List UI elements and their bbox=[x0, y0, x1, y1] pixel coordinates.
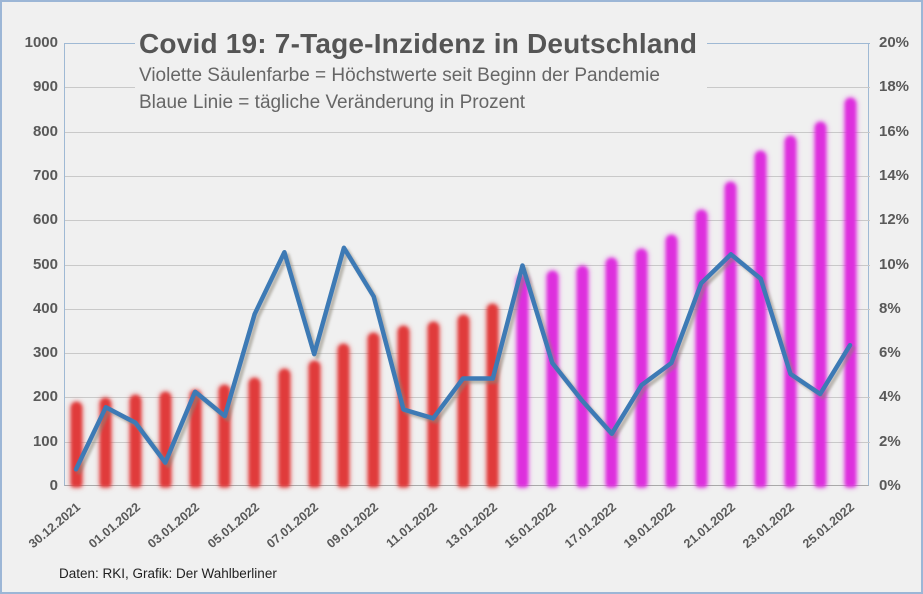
gridline bbox=[65, 131, 870, 133]
x-axis-tick: 01.01.2022 bbox=[85, 500, 143, 551]
incidence-bar bbox=[278, 368, 290, 487]
y-axis-tick-left: 0 bbox=[49, 477, 58, 494]
y-axis-tick-left: 400 bbox=[32, 299, 58, 317]
y-axis-tick-right: 4% bbox=[879, 388, 901, 406]
y-axis-tick-right: 12% bbox=[879, 211, 910, 229]
x-axis-tick: 11.01.2022 bbox=[383, 500, 441, 551]
incidence-bar-record bbox=[814, 122, 826, 487]
gridline bbox=[65, 264, 870, 266]
incidence-bar bbox=[368, 332, 380, 487]
x-axis-tick: 30.12.2021 bbox=[26, 500, 83, 551]
incidence-bar-record bbox=[517, 275, 529, 487]
chart-title: Covid 19: 7-Tage-Inzidenz in Deutschland bbox=[139, 28, 698, 59]
gridline bbox=[65, 308, 870, 310]
y-axis-tick-left: 300 bbox=[32, 344, 58, 362]
y-axis-tick-left: 1000 bbox=[24, 34, 58, 51]
daily-change-line bbox=[73, 245, 853, 472]
y-axis-tick-right: 14% bbox=[879, 166, 910, 184]
plot-area bbox=[64, 43, 870, 487]
incidence-bar-record bbox=[755, 151, 767, 487]
daily-change-polyline bbox=[73, 245, 853, 472]
incidence-bar bbox=[130, 394, 142, 487]
incidence-bar-record bbox=[606, 258, 618, 487]
incidence-bar-record bbox=[784, 136, 796, 487]
x-axis-tick: 23.01.2022 bbox=[740, 500, 798, 551]
gridline bbox=[65, 175, 870, 177]
incidence-bar bbox=[308, 360, 320, 487]
chart-subtitle-1: Violette Säulenfarbe = Höchstwerte seit … bbox=[139, 65, 660, 86]
incidence-bar-record bbox=[636, 248, 648, 487]
x-axis-tick: 03.01.2022 bbox=[145, 500, 203, 551]
chart-header: Covid 19: 7-Tage-Inzidenz in Deutschland… bbox=[135, 26, 708, 118]
y-axis-tick-left: 700 bbox=[32, 166, 58, 184]
y-axis-tick-right: 20% bbox=[879, 34, 910, 51]
incidence-bar-record bbox=[725, 182, 737, 487]
x-axis-tick: 17.01.2022 bbox=[561, 500, 619, 551]
y-axis-tick-left: 200 bbox=[32, 388, 58, 406]
incidence-bar bbox=[249, 377, 261, 487]
incidence-bar-record bbox=[576, 265, 588, 487]
x-axis-tick: 05.01.2022 bbox=[204, 500, 262, 551]
incidence-bar-record bbox=[695, 210, 707, 487]
y-axis-tick-right: 6% bbox=[879, 344, 901, 362]
y-axis-tick-left: 900 bbox=[32, 78, 58, 96]
chart-subtitle-2: Blaue Linie = tägliche Veränderung in Pr… bbox=[139, 92, 526, 113]
incidence-bar bbox=[219, 385, 231, 487]
incidence-bar bbox=[70, 401, 82, 487]
x-axis-tick: 09.01.2022 bbox=[323, 500, 381, 551]
x-axis-tick: 21.01.2022 bbox=[680, 500, 738, 551]
y-axis-tick-left: 800 bbox=[32, 122, 58, 140]
y-axis-tick-right: 2% bbox=[879, 432, 901, 450]
incidence-bar bbox=[487, 303, 499, 487]
incidence-bar-record bbox=[844, 98, 856, 487]
y-axis-tick-right: 10% bbox=[879, 255, 910, 273]
credit-text: Daten: RKI, Grafik: Der Wahlberliner bbox=[59, 566, 277, 581]
incidence-bar-record bbox=[546, 270, 558, 487]
incidence-bar bbox=[338, 343, 350, 487]
x-axis-tick: 07.01.2022 bbox=[264, 500, 322, 551]
incidence-bar bbox=[457, 314, 469, 487]
x-axis-tick: 25.01.2022 bbox=[800, 500, 857, 551]
y-axis-tick-right: 8% bbox=[879, 299, 901, 317]
incidence-bar bbox=[427, 322, 439, 487]
x-axis-tick: 19.01.2022 bbox=[621, 500, 679, 551]
y-axis-tick-left: 600 bbox=[32, 211, 58, 229]
y-axis-tick-left: 500 bbox=[32, 255, 58, 273]
y-axis-tick-right: 0% bbox=[879, 477, 901, 494]
y-axis-tick-right: 18% bbox=[879, 78, 910, 96]
incidence-bar bbox=[100, 397, 112, 487]
incidence-bar bbox=[159, 392, 171, 487]
incidence-bar bbox=[189, 389, 201, 487]
x-axis-tick: 13.01.2022 bbox=[442, 500, 500, 551]
x-axis-tick: 15.01.2022 bbox=[502, 500, 560, 551]
gridline bbox=[65, 220, 870, 222]
y-axis-tick-left: 100 bbox=[32, 432, 58, 450]
y-axis-tick-right: 16% bbox=[879, 122, 910, 140]
